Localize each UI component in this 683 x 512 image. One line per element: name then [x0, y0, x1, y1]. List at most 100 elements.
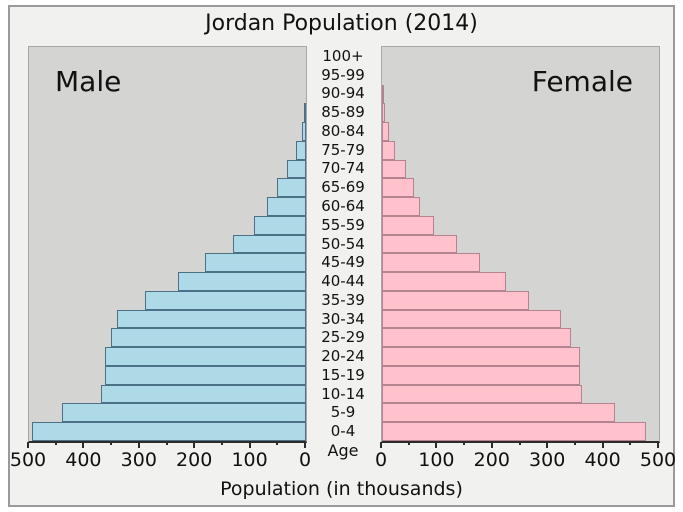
female-axis-minortick-450 [629, 442, 632, 445]
female-bar-35-39 [382, 290, 530, 310]
female-axis-tick-100 [435, 442, 438, 448]
age-label-85-89: 85-89 [321, 103, 365, 122]
female-bar-20-24 [382, 347, 580, 366]
male-axis-minortick-450 [54, 442, 57, 445]
age-label-35-39: 35-39 [321, 290, 365, 309]
male-axis-tick-200-label: 200 [176, 449, 213, 471]
male-axis-tick-0-label: 0 [298, 449, 312, 471]
male-axis-tick-100 [248, 442, 251, 448]
male-bar-75-79 [296, 140, 306, 160]
age-label-70-74: 70-74 [321, 159, 365, 178]
male-axis-tick-500-label: 500 [9, 449, 47, 471]
female-bar-85-89 [382, 103, 386, 123]
age-label-0-4: 0-4 [330, 422, 356, 441]
male-bar-10-14 [101, 384, 306, 404]
male-bar-40-44 [178, 272, 306, 291]
age-axis-title: Age [327, 441, 359, 460]
female-bar-60-64 [382, 197, 421, 216]
male-bar-15-19 [104, 365, 306, 385]
age-label-5-9: 5-9 [330, 403, 356, 422]
female-bar-70-74 [382, 159, 406, 179]
female-bar-25-29 [382, 328, 571, 348]
female-axis-minortick-150 [463, 442, 466, 445]
male-axis-tick-100-label: 100 [231, 449, 268, 471]
age-axis-labels: 100+ 95-99 90-94 85-89 80-84 75-79 70-74 65-69 6… [305, 46, 381, 440]
male-axis-minortick-50 [276, 442, 279, 445]
male-axis-tick-0 [304, 442, 306, 448]
male-bar-0-4 [31, 422, 306, 441]
age-label-50-54: 50-54 [321, 234, 365, 253]
female-axis-tick-0 [380, 442, 382, 448]
female-axis-minortick-250 [518, 442, 521, 445]
male-axis-tick-300-label: 300 [120, 449, 157, 471]
female-bar-45-49 [382, 253, 481, 273]
age-label-65-69: 65-69 [321, 178, 365, 197]
male-bar-45-49 [205, 253, 306, 273]
female-axis-tick-200-label: 200 [473, 449, 510, 471]
male-bar-55-59 [254, 215, 306, 235]
female-bar-5-9 [382, 403, 615, 423]
chart-title: Jordan Population (2014) [205, 11, 478, 36]
male-axis-minortick-350 [110, 442, 113, 445]
age-label-45-49: 45-49 [321, 253, 365, 272]
female-bar-80-84 [382, 122, 389, 141]
female-axis-tick-400-label: 400 [584, 449, 621, 471]
male-bar-5-9 [62, 403, 306, 423]
male-bar-85-89 [304, 103, 306, 123]
male-axis-tick-200 [193, 442, 196, 448]
male-axis-tick-500 [27, 442, 29, 448]
female-axis-tick-200 [490, 442, 493, 448]
male-bar-60-64 [267, 197, 306, 216]
male-bar-25-29 [111, 328, 306, 348]
male-axis-tick-400-label: 400 [65, 449, 102, 471]
female-axis-tick-500 [657, 442, 659, 448]
x-axis-title: Population (in thousands) [220, 478, 463, 500]
age-label-75-79: 75-79 [321, 140, 365, 159]
age-label-10-14: 10-14 [321, 384, 365, 403]
female-axis-tick-100-label: 100 [418, 449, 455, 471]
male-bar-50-54 [232, 234, 306, 254]
age-label-95-99: 95-99 [321, 65, 365, 84]
age-label-25-29: 25-29 [321, 328, 365, 347]
age-label-90-94: 90-94 [321, 84, 365, 103]
female-axis-minortick-350 [573, 442, 576, 445]
male-bar-80-84 [302, 122, 306, 141]
female-plot-panel: Female [381, 46, 660, 443]
female-axis-tick-400 [601, 442, 604, 448]
male-bar-70-74 [287, 159, 306, 179]
female-bar-30-34 [382, 309, 561, 329]
age-label-100+: 100+ [322, 46, 364, 65]
age-label-55-59: 55-59 [321, 215, 365, 234]
male-series-label: Male [55, 65, 122, 98]
female-axis-tick-0-label: 0 [374, 449, 388, 471]
male-bar-20-24 [104, 347, 306, 366]
female-bar-65-69 [382, 178, 415, 198]
female-bar-90-94 [382, 84, 384, 104]
female-series-label: Female [531, 65, 633, 98]
age-label-60-64: 60-64 [321, 196, 365, 215]
female-bar-15-19 [382, 365, 580, 385]
female-bar-40-44 [382, 272, 507, 291]
female-bar-55-59 [382, 215, 434, 235]
female-bar-75-79 [382, 140, 395, 160]
male-bar-35-39 [145, 290, 306, 310]
male-plot-panel: Male [28, 46, 307, 443]
age-label-20-24: 20-24 [321, 347, 365, 366]
male-axis-tick-400 [82, 442, 85, 448]
female-bar-0-4 [382, 422, 647, 441]
male-axis-minortick-150 [220, 442, 223, 445]
age-label-15-19: 15-19 [321, 365, 365, 384]
female-axis-tick-500-label: 500 [639, 449, 677, 471]
male-bar-65-69 [276, 178, 306, 198]
female-axis-tick-300 [546, 442, 549, 448]
male-axis-minortick-250 [165, 442, 168, 445]
male-bar-30-34 [117, 309, 306, 329]
age-label-40-44: 40-44 [321, 272, 365, 291]
female-bar-10-14 [382, 384, 582, 404]
female-axis-minortick-50 [407, 442, 410, 445]
age-label-80-84: 80-84 [321, 121, 365, 140]
age-label-30-34: 30-34 [321, 309, 365, 328]
female-axis-tick-300-label: 300 [529, 449, 566, 471]
male-axis-tick-300 [137, 442, 140, 448]
